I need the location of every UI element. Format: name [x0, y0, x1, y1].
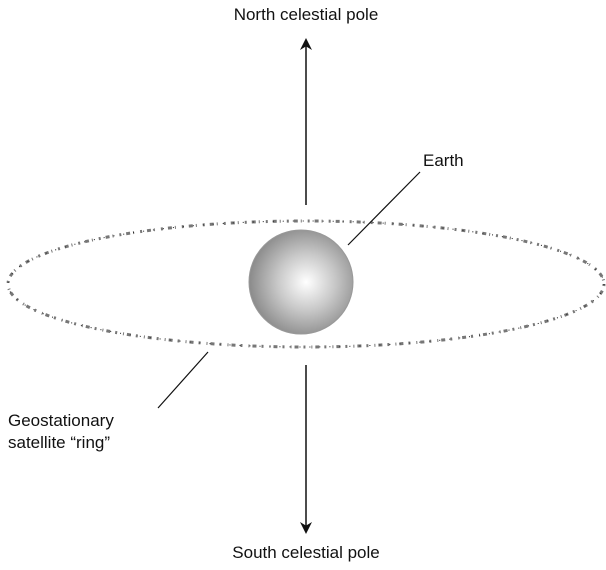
- ring-leader: [157, 351, 209, 409]
- north-label: North celestial pole: [234, 5, 379, 24]
- earth-label: Earth: [423, 151, 464, 170]
- ring-label-1: Geostationary: [8, 411, 114, 430]
- south-label: South celestial pole: [232, 543, 379, 562]
- earth: [248, 229, 354, 335]
- ring-label-2: satellite “ring”: [8, 433, 110, 452]
- satellite-ring-dots: [7, 220, 605, 348]
- earth-leader: [347, 171, 421, 246]
